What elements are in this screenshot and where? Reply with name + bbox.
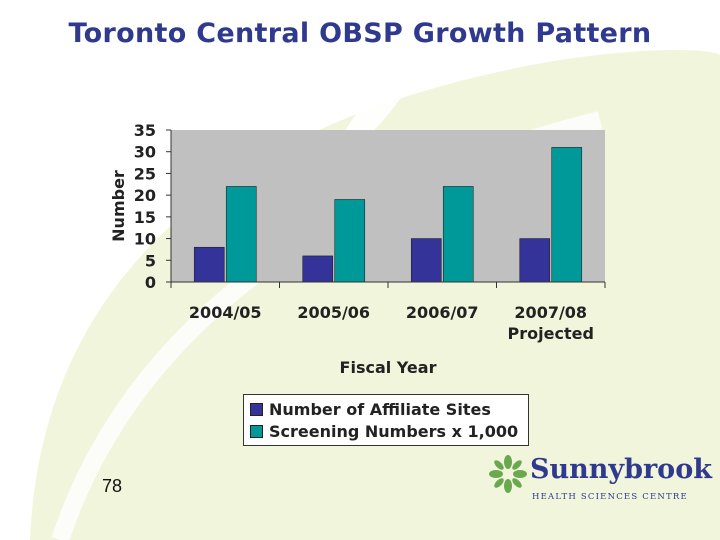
page-title: Toronto Central OBSP Growth Pattern (68, 18, 652, 49)
y-axis-title: Number (109, 170, 128, 242)
y-tick-label: 25 (134, 164, 156, 183)
bar-screening-numbers (551, 147, 583, 283)
legend-swatch-affiliate-sites (250, 402, 263, 416)
legend-item-screening-numbers: Screening Numbers x 1,000 (250, 420, 522, 442)
y-tick-label: 0 (145, 273, 156, 292)
bar-affiliate-sites (193, 246, 225, 283)
x-axis-ticks (170, 282, 606, 288)
bar-affiliate-sites (519, 238, 551, 283)
y-tick-label: 15 (134, 208, 156, 227)
logo-subtitle: HEALTH SCIENCES CENTRE (532, 492, 688, 502)
legend-swatch-screening-numbers (250, 424, 263, 438)
slide-number: 78 (102, 476, 123, 496)
x-category-label: 2005/06 (297, 303, 370, 322)
sunnybrook-logo: Sunnybrook HEALTH SCIENCES CENTRE (488, 452, 712, 510)
x-axis-title: Fiscal Year (340, 358, 437, 377)
legend-item-affiliate-sites: Number of Affiliate Sites (250, 398, 522, 420)
x-category-label: 2006/07 (406, 303, 479, 322)
y-tick-label: 10 (134, 230, 156, 249)
x-category-label: 2004/05 (189, 303, 262, 322)
legend-label-screening-numbers: Screening Numbers x 1,000 (269, 421, 519, 441)
bar-affiliate-sites (302, 255, 334, 283)
logo-name: Sunnybrook (530, 454, 712, 485)
x-category-label: 2007/08 Projected (508, 303, 594, 343)
leaf-cluster-icon (489, 455, 527, 493)
y-tick-label: 20 (134, 186, 156, 205)
chart-legend: Number of Affiliate Sites Screening Numb… (243, 394, 529, 446)
y-axis-ticks: 0 5 10 15 20 25 30 35 (134, 121, 171, 292)
y-tick-label: 30 (134, 143, 156, 162)
y-tick-label: 35 (134, 121, 156, 140)
legend-label-affiliate-sites: Number of Affiliate Sites (269, 399, 491, 419)
x-axis-category-labels: 2004/05 2005/06 2006/07 2007/08 Projected (189, 303, 594, 343)
bars (193, 147, 583, 283)
bar-screening-numbers (225, 186, 257, 283)
bar-screening-numbers (334, 199, 366, 283)
bar-screening-numbers (442, 186, 474, 283)
y-tick-label: 5 (145, 251, 156, 270)
bar-affiliate-sites (410, 238, 442, 283)
